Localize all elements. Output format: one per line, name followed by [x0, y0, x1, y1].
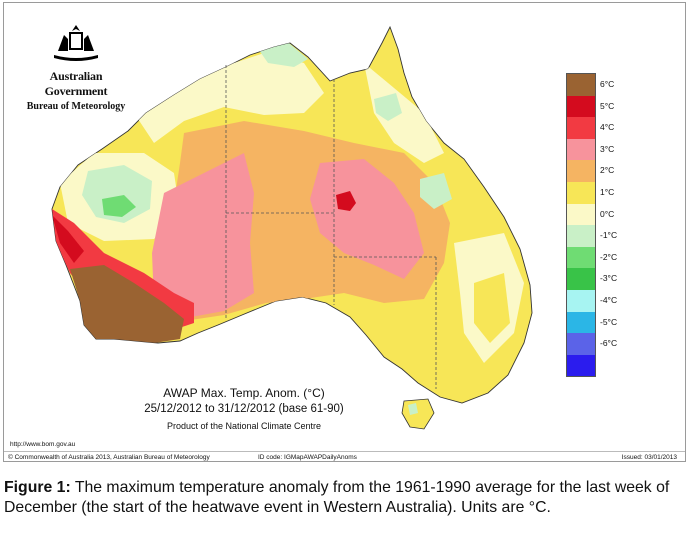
legend-label: 1°C — [600, 187, 615, 197]
zone-5c-southwest — [52, 215, 84, 263]
zone-6c-southwest — [70, 265, 184, 343]
zone-3c-centre — [310, 159, 424, 279]
legend-swatch — [567, 203, 595, 226]
map-footer: © Commonwealth of Australia 2013, Austra… — [4, 451, 685, 463]
legend-label: -3°C — [600, 273, 618, 284]
legend-label: -6°C — [600, 338, 618, 349]
legend-swatch — [567, 311, 595, 334]
tasmania-cool — [408, 403, 418, 415]
legend-swatch — [567, 268, 595, 290]
legend-swatch — [567, 74, 595, 96]
issued-date: Issued: 03/01/2013 — [621, 454, 677, 461]
australia-anomaly-map — [51, 25, 533, 430]
figure-caption: Figure 1: The maximum temperature anomal… — [4, 478, 686, 518]
legend-swatch — [567, 160, 595, 182]
legend-swatch — [567, 354, 595, 377]
tasmania — [401, 398, 435, 430]
legend-bar — [566, 73, 596, 378]
zone-5c-spot — [336, 191, 356, 211]
zone-minus1c-east — [420, 173, 452, 209]
legend-label: 4°C — [600, 122, 615, 133]
legend-label: 0°C — [600, 208, 615, 219]
legend-swatch — [567, 117, 595, 139]
zone-3c-west — [152, 153, 254, 319]
legend-label: 6°C — [600, 79, 615, 89]
map-period: 25/12/2012 to 31/12/2012 (base 61-90) — [144, 403, 344, 415]
bureau-name: Bureau of Meteorology — [26, 101, 126, 112]
id-code: ID code: IGMapAWAPDailyAnoms — [258, 454, 357, 461]
map-figure-frame: Australian Government Bureau of Meteorol… — [3, 2, 686, 462]
legend-swatch — [567, 333, 595, 355]
legend-label: -5°C — [600, 316, 618, 327]
government-name: Australian Government — [44, 69, 108, 98]
bom-url: http://www.bom.gov.au — [10, 441, 76, 448]
map-product: Product of the National Climate Centre — [166, 421, 322, 431]
zone-minus2c-pilbara — [102, 195, 136, 217]
legend-swatch — [567, 289, 595, 312]
legend-label: 5°C — [600, 100, 615, 111]
zone-minus1c-cape — [374, 93, 402, 121]
legend-swatch — [567, 138, 595, 161]
legend-label: 3°C — [600, 143, 615, 154]
copyright-text: © Commonwealth of Australia 2013, Austra… — [8, 454, 210, 461]
legend-swatch — [567, 246, 595, 269]
zone-minus1c-pilbara — [82, 165, 152, 223]
map-title: AWAP Max. Temp. Anom. (°C) — [163, 386, 325, 400]
legend-label: -1°C — [600, 230, 618, 241]
caption-text: The maximum temperature anomaly from the… — [4, 479, 670, 516]
legend-swatch — [567, 181, 595, 204]
legend-label: 2°C — [600, 165, 615, 176]
legend-swatch — [567, 225, 595, 247]
caption-label: Figure 1: — [4, 479, 71, 496]
coat-of-arms-icon — [54, 25, 98, 61]
legend-label: -2°C — [600, 251, 618, 262]
zone-0c-northeast — [364, 63, 444, 163]
zone-1c-southeast — [474, 273, 510, 343]
zone-0c-north — [134, 53, 324, 143]
government-logo: Australian Government Bureau of Meteorol… — [18, 21, 134, 112]
legend-swatch — [567, 95, 595, 118]
state-borders — [225, 65, 437, 389]
legend-label: -4°C — [600, 295, 618, 305]
